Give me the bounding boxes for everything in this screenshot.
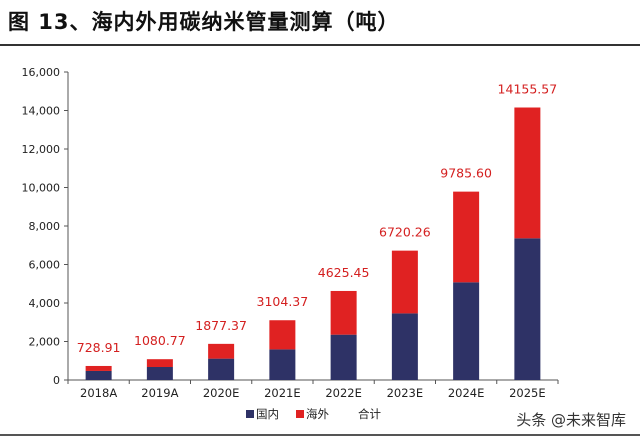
x-tick-label: 2024E [448, 386, 485, 400]
total-label: 4625.45 [318, 265, 370, 280]
legend-swatch-domestic [246, 410, 254, 418]
y-tick-label: 10,000 [22, 182, 61, 195]
bar-overseas [269, 320, 296, 350]
bar-overseas [208, 343, 235, 359]
total-label: 728.91 [77, 340, 121, 355]
bottom-divider [0, 434, 640, 436]
title-divider [0, 44, 640, 46]
total-label: 14155.57 [498, 82, 558, 97]
bar-domestic [330, 334, 357, 380]
x-tick-label: 2021E [264, 386, 301, 400]
x-tick-label: 2019A [141, 386, 178, 400]
total-label: 6720.26 [379, 225, 431, 240]
legend-label-domestic: 国内 [256, 407, 279, 421]
bar-domestic [208, 358, 235, 380]
y-tick-label: 16,000 [22, 66, 61, 79]
bar-overseas [391, 250, 418, 314]
legend-label-overseas: 海外 [306, 407, 329, 421]
bar-overseas [146, 359, 173, 368]
y-tick-label: 2,000 [29, 336, 61, 349]
bar-domestic [85, 370, 112, 380]
bar-overseas [85, 365, 112, 371]
chart-title: 图 13、海内外用碳纳米管量测算（吨） [8, 10, 400, 34]
bar-overseas [453, 191, 480, 283]
bar-overseas [330, 290, 357, 335]
bar-domestic [146, 367, 173, 380]
bar-domestic [269, 349, 296, 380]
bar-overseas [514, 107, 541, 239]
bar-domestic [453, 282, 480, 380]
y-tick-label: 4,000 [29, 297, 61, 310]
legend-label-total: 合计 [358, 407, 381, 421]
x-tick-label: 2023E [387, 386, 424, 400]
y-tick-label: 12,000 [22, 143, 61, 156]
total-label: 1080.77 [134, 333, 186, 348]
bar-domestic [514, 238, 541, 380]
y-tick-label: 6,000 [29, 259, 61, 272]
y-tick-label: 14,000 [22, 105, 61, 118]
x-tick-label: 2018A [80, 386, 117, 400]
legend-swatch-overseas [296, 410, 304, 418]
total-label: 3104.37 [257, 294, 309, 309]
x-tick-label: 2022E [325, 386, 362, 400]
total-label: 1877.37 [195, 318, 247, 333]
bar-domestic [391, 313, 418, 380]
total-label: 9785.60 [440, 166, 492, 181]
x-tick-label: 2025E [509, 386, 546, 400]
y-tick-label: 0 [53, 374, 60, 387]
watermark: 头条 @未来智库 [516, 411, 626, 429]
y-tick-label: 8,000 [29, 220, 61, 233]
x-tick-label: 2020E [203, 386, 240, 400]
